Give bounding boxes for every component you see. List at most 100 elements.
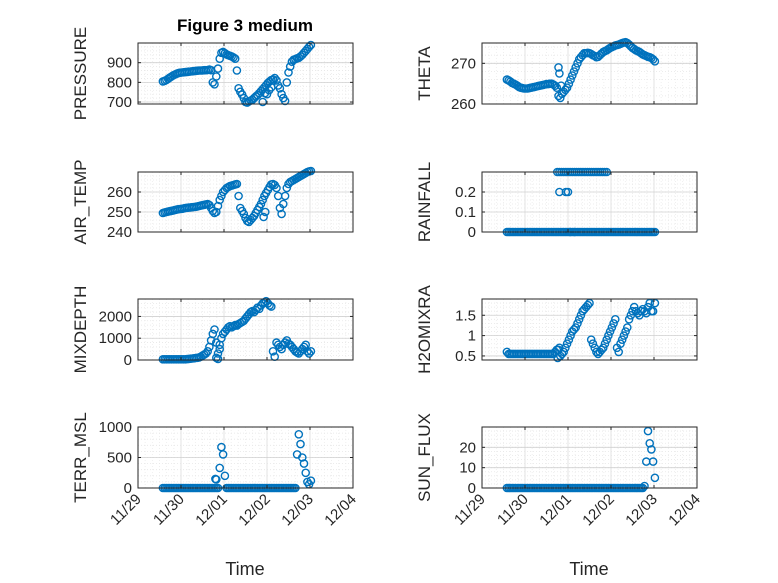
data-point — [284, 68, 293, 77]
data-point — [213, 349, 223, 358]
data-point — [266, 302, 276, 311]
data-point — [210, 80, 219, 89]
y-tick-label: 0 — [124, 352, 132, 369]
data-point — [234, 191, 243, 201]
data-point — [272, 183, 281, 193]
data-point — [265, 301, 274, 310]
data-point — [588, 339, 598, 349]
data-point — [621, 327, 630, 336]
data-point — [285, 62, 295, 71]
data-point — [645, 438, 655, 448]
y-tick-label: 10 — [459, 460, 476, 477]
data-point — [555, 187, 564, 197]
data-point — [213, 354, 223, 364]
x-axis-label-right: Time — [569, 559, 608, 579]
data-point — [614, 347, 624, 357]
data-point — [569, 325, 579, 334]
x-tick-label: 12/04 — [665, 491, 704, 530]
x-tick-label: 12/02 — [579, 491, 618, 530]
data-point — [303, 346, 312, 356]
data-point — [260, 207, 270, 217]
data-point — [586, 335, 596, 345]
data-point — [583, 300, 593, 310]
y-tick-label: 270 — [451, 55, 476, 72]
data-point — [604, 331, 613, 340]
data-point — [215, 54, 224, 64]
y-tick-label: 1 — [468, 328, 476, 345]
axes-box — [481, 426, 698, 489]
x-tick-label: 11/29 — [107, 491, 145, 529]
axes-layer: 700 800 900 PRESSURE 260 270 THETA 240 250 260 AIR… — [71, 27, 704, 530]
data-point — [258, 97, 268, 107]
data-point — [553, 353, 563, 363]
y-tick-label: 0 — [124, 480, 132, 497]
data-point — [552, 83, 562, 92]
data-series-mixdepth — [158, 296, 316, 364]
data-point — [555, 343, 564, 353]
data-point — [555, 69, 564, 78]
data-point — [597, 345, 606, 355]
data-point — [602, 335, 612, 345]
data-point — [201, 349, 211, 358]
data-point — [648, 457, 658, 466]
panel-sun-flux: 0 10 20 SUN_FLUX 11/29 11/30 12/01 12/02 12/03 12… — [415, 413, 704, 529]
x-tick-label: 11/29 — [451, 491, 489, 529]
figure-title: Figure 3 medium — [177, 16, 313, 35]
data-point — [218, 450, 228, 459]
data-point — [217, 333, 226, 343]
data-point — [258, 195, 268, 205]
data-point — [561, 343, 570, 353]
data-point — [211, 207, 221, 217]
y-tick-label: 0 — [468, 480, 476, 497]
data-point — [280, 96, 290, 106]
x-tick-label: 12/01 — [192, 491, 231, 530]
data-point — [574, 314, 584, 324]
data-point — [306, 40, 316, 50]
panel-pressure: 700 800 900 PRESSURE — [71, 27, 354, 120]
data-point — [554, 63, 563, 72]
data-point — [230, 54, 240, 64]
data-series-theta — [502, 37, 660, 103]
data-point — [564, 79, 574, 88]
y-tick-label: 0.1 — [455, 204, 476, 221]
data-point — [566, 75, 575, 84]
panel-mixdepth: 0 1000 2000 MIXDEPTH — [71, 286, 354, 374]
y-tick-label: 260 — [451, 96, 476, 113]
data-point — [208, 206, 218, 216]
data-point — [232, 66, 242, 75]
y-tick-label: 800 — [107, 74, 132, 91]
data-point — [564, 335, 574, 345]
data-point — [215, 195, 224, 205]
data-point — [624, 314, 634, 324]
data-point — [211, 353, 221, 363]
y-axis-label: TERR_MSL — [71, 412, 90, 503]
data-point — [562, 339, 572, 349]
data-point — [211, 475, 221, 484]
data-point — [301, 468, 311, 478]
data-point — [648, 55, 658, 64]
data-point — [599, 343, 608, 353]
axes-box — [137, 171, 354, 233]
data-point — [600, 339, 610, 349]
data-point — [605, 327, 615, 336]
data-point — [268, 75, 278, 84]
y-axis-label: MIXDEPTH — [71, 286, 90, 374]
data-point — [569, 67, 579, 76]
y-tick-label: 0.5 — [455, 348, 476, 365]
y-axis-label: SUN_FLUX — [415, 413, 434, 502]
y-tick-label: 0 — [468, 224, 476, 241]
data-point — [571, 63, 581, 72]
data-point — [299, 459, 309, 468]
data-point — [550, 81, 560, 90]
axes-box — [481, 42, 698, 105]
data-point — [213, 64, 223, 73]
data-point — [616, 339, 625, 349]
axes-box — [481, 171, 698, 233]
y-tick-label: 1000 — [99, 330, 132, 347]
data-point — [592, 347, 601, 357]
data-point — [617, 335, 627, 345]
data-point — [213, 201, 223, 211]
data-point — [650, 473, 660, 483]
y-tick-label: 260 — [107, 184, 132, 201]
